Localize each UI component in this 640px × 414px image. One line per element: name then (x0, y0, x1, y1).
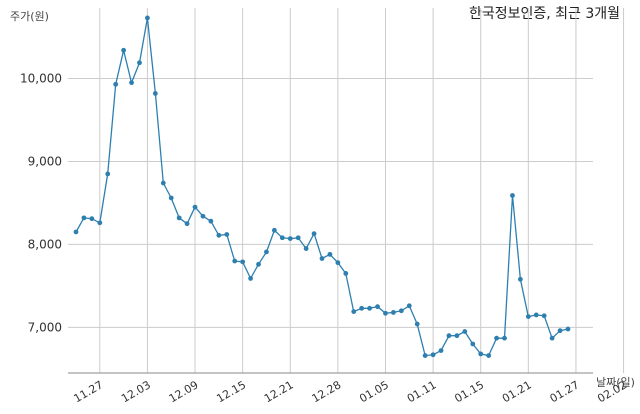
data-point (517, 276, 523, 282)
data-point (541, 313, 547, 319)
data-point (414, 321, 420, 327)
data-point (121, 47, 127, 53)
x-tick-label: 12.28 (310, 378, 344, 405)
data-point (343, 271, 349, 276)
data-point (533, 312, 539, 318)
data-point (430, 352, 436, 358)
x-tick-label: 12.09 (167, 378, 201, 405)
data-point (208, 218, 214, 224)
y-tick-label: 10,000 (20, 72, 62, 86)
data-point (216, 232, 222, 238)
data-point (351, 309, 357, 315)
price-series (73, 15, 571, 358)
data-point (557, 328, 563, 334)
data-point (232, 258, 238, 264)
data-point (398, 308, 404, 314)
x-tick-label: 01.27 (548, 378, 582, 405)
y-tick-label: 9,000 (28, 154, 62, 168)
data-point (224, 232, 230, 237)
data-point (470, 341, 476, 347)
data-point (438, 348, 444, 354)
data-point (113, 81, 119, 87)
data-point (168, 195, 174, 201)
data-point (335, 260, 341, 266)
data-point (160, 180, 166, 186)
data-point (383, 310, 388, 316)
y-axis-label: 주가(원) (10, 10, 49, 23)
data-point (525, 314, 531, 319)
x-tick-label: 12.21 (262, 378, 296, 405)
y-tick-label: 7,000 (28, 320, 62, 334)
data-point (89, 216, 95, 222)
data-point (176, 215, 182, 221)
data-point (97, 220, 103, 226)
data-point (510, 193, 515, 198)
data-point (422, 353, 428, 358)
data-point (73, 229, 79, 235)
data-point (367, 305, 373, 311)
x-tick-label: 11.27 (72, 378, 106, 405)
data-point (248, 276, 253, 281)
series-line (75, 17, 569, 357)
data-point (81, 215, 87, 221)
y-tick-label: 8,000 (28, 237, 62, 251)
data-point (327, 251, 333, 257)
data-point (502, 335, 507, 341)
data-point (565, 326, 571, 332)
data-point (137, 60, 142, 66)
data-point (406, 303, 412, 309)
data-point (494, 335, 499, 341)
data-point (105, 171, 111, 177)
data-point (264, 249, 269, 255)
data-point (375, 304, 380, 310)
data-point (129, 80, 134, 86)
data-point (271, 227, 277, 233)
data-point (200, 213, 206, 219)
data-point (256, 261, 261, 267)
data-point (279, 235, 285, 241)
data-point (184, 221, 190, 227)
x-tick-label: 12.15 (214, 378, 248, 405)
data-point (311, 231, 317, 237)
data-point (462, 329, 468, 334)
data-point (192, 204, 198, 210)
chart-title: 한국정보인증, 최근 3개월 (469, 6, 620, 22)
x-tick-label: 01.15 (452, 378, 486, 405)
data-point (145, 15, 150, 21)
data-point (486, 353, 492, 358)
data-point (478, 351, 484, 357)
data-point (295, 235, 301, 241)
y-tick-labels: 7,000 8,000 9,000 10,000 (20, 72, 62, 335)
grid (68, 8, 625, 373)
data-point (391, 310, 396, 315)
x-tick-labels: 11.27 12.03 12.09 12.15 12.21 12.28 01.05 01.11… (72, 378, 630, 405)
data-point (240, 259, 246, 265)
x-axis-label: 날짜(일) (596, 375, 635, 389)
data-point (446, 333, 452, 339)
data-point (549, 335, 555, 341)
x-tick-label: 12.03 (119, 378, 153, 405)
x-tick-label: 01.11 (405, 378, 439, 405)
data-point (454, 333, 460, 339)
x-tick-label: 01.21 (500, 378, 534, 405)
data-point (319, 256, 325, 261)
x-tick-label: 01.05 (357, 378, 391, 405)
data-point (303, 246, 309, 251)
data-point (152, 91, 158, 96)
data-point (287, 236, 293, 242)
data-point (359, 305, 365, 311)
